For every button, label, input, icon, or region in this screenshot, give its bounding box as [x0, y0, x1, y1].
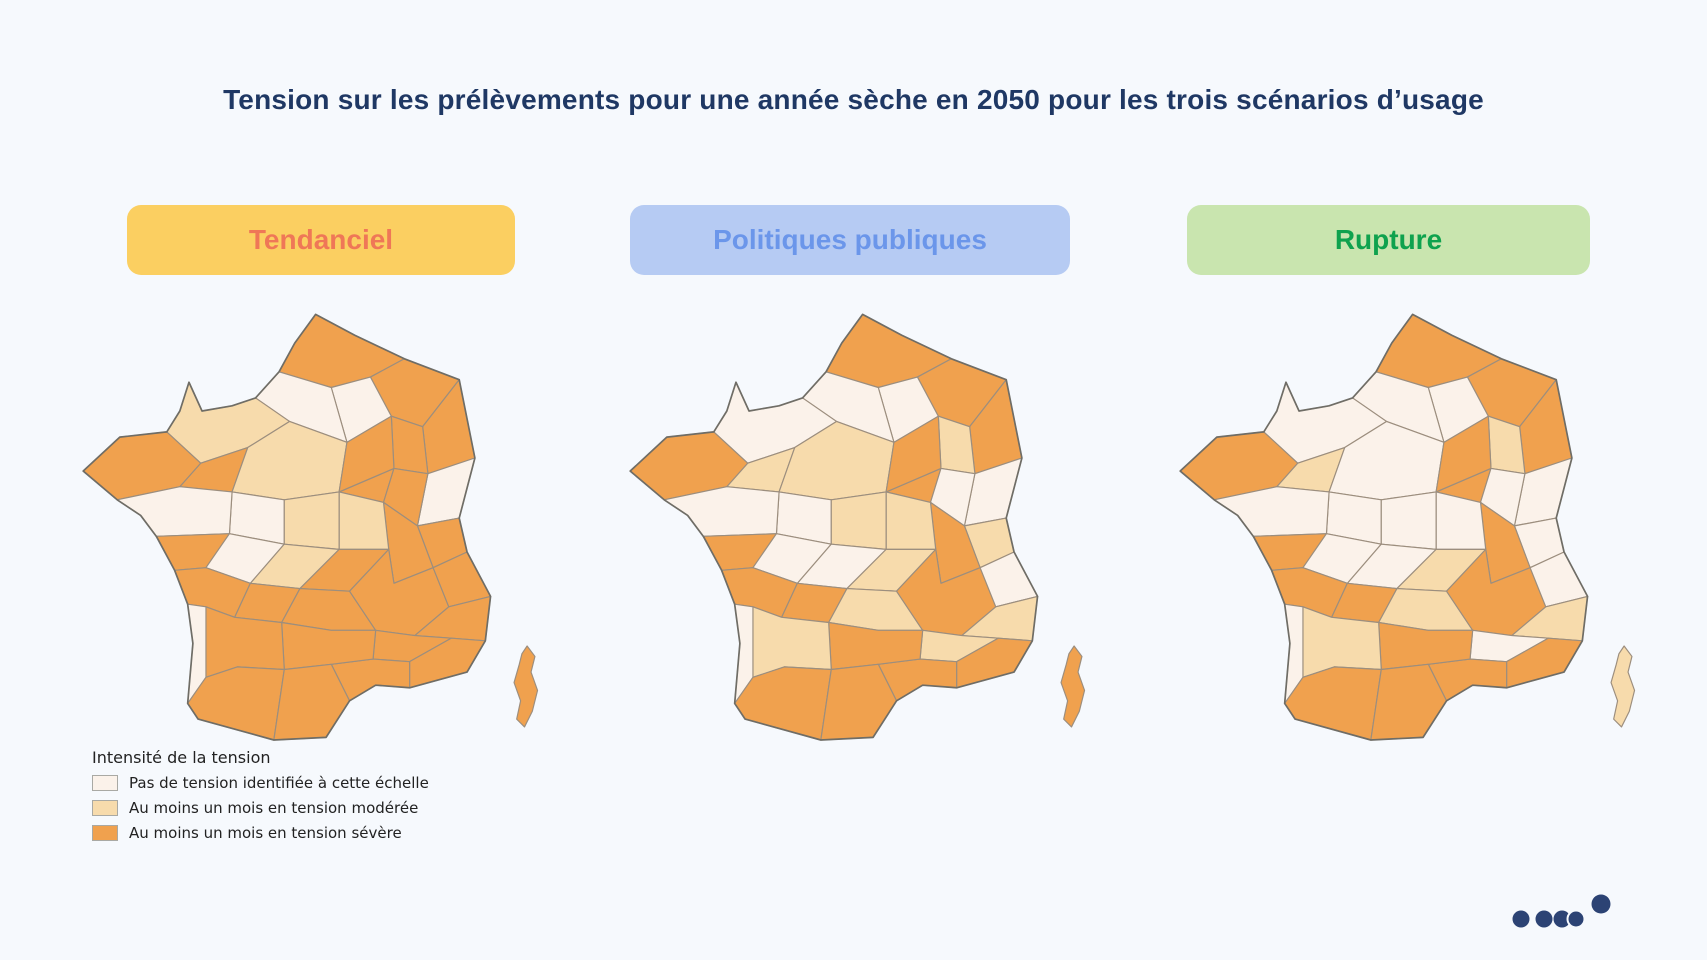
scenario-pill-label: Rupture — [1334, 224, 1443, 255]
pager-dot[interactable] — [1553, 910, 1571, 928]
pager-dot[interactable] — [1566, 909, 1586, 929]
legend-swatch-tension-moderee — [92, 799, 118, 816]
map-coastline — [629, 313, 1039, 741]
map-france-politiques-publiques — [629, 313, 1086, 741]
scenario-pill-rupture: Rupture — [1187, 205, 1590, 275]
pager-dot[interactable] — [1535, 910, 1553, 928]
pager-dots — [1512, 894, 1611, 929]
legend-item-tension-moderee: Au moins un mois en tension modérée — [92, 798, 429, 817]
map-region — [830, 491, 887, 550]
legend-swatch-tension-severe — [92, 824, 118, 841]
scenario-pill-politiques-publiques: Politiques publiques — [630, 205, 1070, 275]
map-region — [283, 491, 340, 550]
legend-item-no-tension: Pas de tension identifiée à cette échell… — [92, 773, 429, 792]
legend-swatch-no-tension — [92, 774, 118, 791]
map-france-rupture — [1179, 313, 1636, 741]
scenario-pill-label: Tendanciel — [248, 224, 394, 255]
map-france-tendanciel — [82, 313, 539, 741]
legend-title: Intensité de la tension — [92, 748, 271, 767]
scenario-pill-label: Politiques publiques — [713, 224, 987, 255]
map-region — [513, 645, 539, 728]
legend-label: Au moins un mois en tension modérée — [129, 798, 419, 817]
pager-dot[interactable] — [1512, 910, 1530, 928]
map-region — [1610, 645, 1636, 728]
slide-title: Tension sur les prélèvements pour une an… — [223, 84, 1484, 115]
map-region — [1060, 645, 1086, 728]
legend-label: Au moins un mois en tension sévère — [129, 823, 402, 842]
legend-label: Pas de tension identifiée à cette échell… — [129, 773, 429, 792]
pager-dot-raised[interactable] — [1591, 894, 1611, 914]
map-legend: Intensité de la tension Pas de tension i… — [92, 748, 429, 849]
map-region — [1380, 491, 1437, 550]
map-coastline — [82, 313, 492, 741]
scenario-pill-tendanciel: Tendanciel — [127, 205, 515, 275]
legend-item-tension-severe: Au moins un mois en tension sévère — [92, 823, 429, 842]
map-coastline — [1179, 313, 1589, 741]
